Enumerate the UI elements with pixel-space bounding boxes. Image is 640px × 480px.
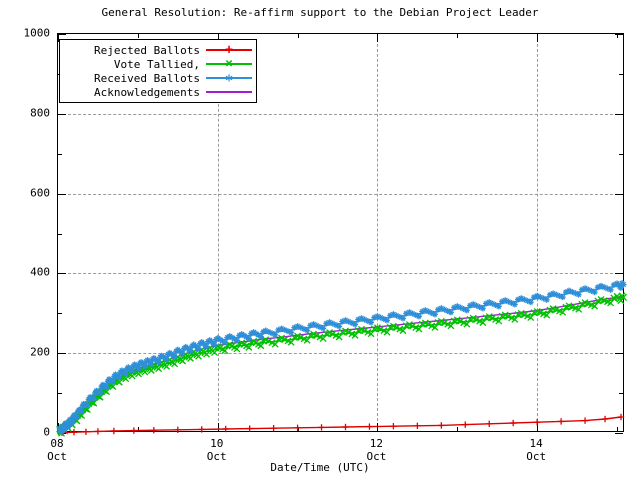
y-tick-major bbox=[615, 193, 623, 195]
y-tick-minor bbox=[619, 73, 623, 75]
legend-label: Vote Tallied, bbox=[113, 57, 200, 71]
gridline-vertical bbox=[217, 34, 219, 431]
x-tick-label: 12 Oct bbox=[346, 437, 406, 463]
x-tick-minor bbox=[137, 427, 139, 431]
x-tick-label-month: Oct bbox=[47, 450, 67, 463]
y-tick-label: 400 bbox=[30, 265, 50, 279]
legend-line bbox=[206, 91, 252, 93]
legend-marker: × bbox=[225, 56, 233, 72]
chart-title: General Resolution: Re-affirm support to… bbox=[101, 6, 539, 19]
x-tick-label-day: 08 bbox=[50, 437, 64, 450]
x-tick-major bbox=[377, 34, 379, 42]
gridline-horizontal bbox=[58, 193, 623, 195]
gridline-horizontal bbox=[58, 353, 623, 355]
x-tick-minor bbox=[617, 34, 618, 38]
legend-line bbox=[206, 49, 252, 51]
legend-item: Vote Tallied, × bbox=[64, 57, 252, 71]
y-tick-label: 600 bbox=[30, 186, 50, 200]
x-tick-label-month: Oct bbox=[206, 450, 227, 463]
x-tick-major bbox=[58, 34, 59, 42]
y-tick-label: 0 bbox=[43, 425, 50, 439]
plot-area bbox=[56, 33, 628, 437]
x-tick-label: 10 Oct bbox=[187, 437, 247, 463]
y-tick-major bbox=[58, 113, 66, 115]
x-tick-minor bbox=[617, 427, 618, 431]
y-tick-minor bbox=[58, 313, 62, 315]
y-tick-major bbox=[615, 34, 623, 35]
legend-label: Acknowledgements bbox=[94, 85, 200, 99]
y-tick-major bbox=[58, 353, 66, 355]
series-rejected-ballots bbox=[58, 413, 625, 436]
legend-line bbox=[206, 77, 252, 79]
x-tick-major bbox=[537, 423, 539, 431]
legend-swatch bbox=[206, 86, 252, 98]
x-tick-label-month: Oct bbox=[366, 450, 387, 463]
x-tick-minor bbox=[457, 34, 459, 38]
gridline-vertical bbox=[537, 34, 539, 431]
y-tick-label: 200 bbox=[30, 345, 50, 359]
x-tick-major bbox=[537, 34, 539, 42]
y-tick-minor bbox=[58, 153, 62, 155]
gridline-horizontal bbox=[58, 273, 623, 275]
y-tick-label: 800 bbox=[30, 106, 50, 120]
series-received-ballots bbox=[56, 280, 627, 436]
y-tick-minor bbox=[58, 393, 62, 395]
x-tick-label: 14 Oct bbox=[506, 437, 566, 463]
x-tick-major bbox=[217, 34, 219, 42]
y-tick-minor bbox=[619, 393, 623, 395]
gridline-horizontal bbox=[58, 113, 623, 115]
y-tick-major bbox=[58, 34, 66, 35]
x-tick-minor bbox=[297, 34, 299, 38]
legend-marker: + bbox=[225, 42, 233, 58]
gridline-vertical bbox=[377, 34, 379, 431]
y-tick-major bbox=[58, 273, 66, 275]
legend-swatch: + bbox=[206, 42, 252, 58]
y-tick-major bbox=[615, 113, 623, 115]
legend-label: Rejected Ballots bbox=[94, 43, 200, 57]
y-tick-minor bbox=[619, 313, 623, 315]
x-tick-label-month: Oct bbox=[526, 450, 547, 463]
y-tick-major bbox=[615, 433, 623, 434]
legend-swatch: × bbox=[206, 56, 252, 72]
x-tick-label-day: 10 bbox=[210, 437, 224, 450]
legend-item: Rejected Ballots + bbox=[64, 43, 252, 57]
legend-marker: ✲ bbox=[225, 70, 233, 86]
legend-label: Received Ballots bbox=[94, 71, 200, 85]
chart-legend: Rejected Ballots + Vote Tallied, × Received … bbox=[59, 39, 257, 103]
y-tick-minor bbox=[619, 233, 623, 235]
x-tick-major bbox=[217, 423, 219, 431]
legend-swatch: ✲ bbox=[206, 70, 252, 86]
x-axis-title: Date/Time (UTC) bbox=[270, 461, 370, 474]
y-tick-major bbox=[615, 353, 623, 355]
y-tick-major bbox=[615, 273, 623, 275]
x-tick-minor bbox=[457, 427, 459, 431]
series-layer bbox=[56, 280, 628, 437]
legend-item: Received Ballots ✲ bbox=[64, 71, 252, 85]
y-tick-label: 1000 bbox=[23, 26, 51, 40]
legend-line bbox=[206, 63, 252, 65]
y-tick-minor bbox=[58, 233, 62, 235]
y-tick-minor bbox=[619, 153, 623, 155]
y-tick-major bbox=[58, 193, 66, 195]
x-tick-label-day: 12 bbox=[369, 437, 384, 450]
x-tick-label-day: 14 bbox=[529, 437, 543, 450]
x-tick-minor bbox=[137, 34, 139, 38]
x-tick-label: 08 Oct bbox=[27, 437, 87, 463]
legend-item: Acknowledgements bbox=[64, 85, 252, 99]
